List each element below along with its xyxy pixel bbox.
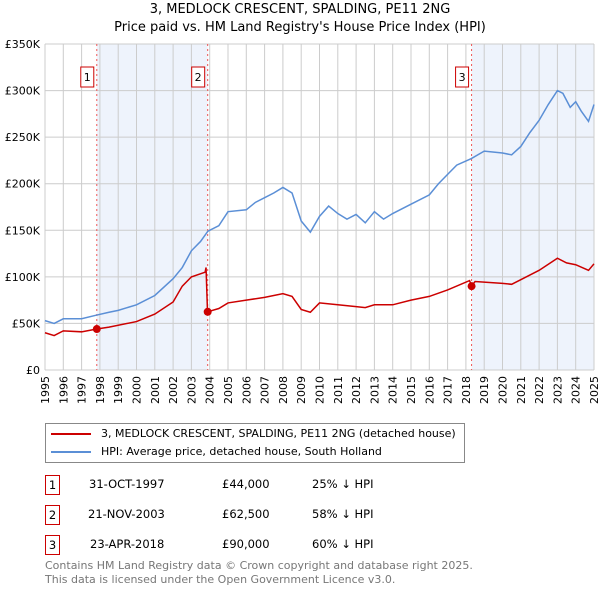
- y-tick-label: £100K: [5, 271, 41, 284]
- x-tick-label: 2005: [222, 376, 235, 404]
- sale-price: £90,000: [222, 537, 270, 551]
- y-tick-label: £350K: [5, 38, 41, 51]
- table-row: 1 31-OCT-1997 £44,000 25% ↓ HPI: [45, 475, 545, 495]
- x-tick-label: 2004: [204, 376, 217, 404]
- footer-copyright: Contains HM Land Registry data © Crown c…: [45, 559, 473, 572]
- table-row: 2 21-NOV-2003 £62,500 58% ↓ HPI: [45, 505, 545, 525]
- x-tick-label: 2021: [515, 376, 528, 404]
- x-tick-label: 2022: [533, 376, 546, 404]
- legend-swatch-red: [51, 433, 91, 435]
- legend-label: HPI: Average price, detached house, Sout…: [101, 445, 382, 458]
- x-tick-label: 1999: [112, 376, 125, 404]
- x-tick-label: 1998: [94, 376, 107, 404]
- table-row: 3 23-APR-2018 £90,000 60% ↓ HPI: [45, 535, 545, 555]
- sale-label-box: [191, 66, 206, 88]
- legend-label: 3, MEDLOCK CRESCENT, SPALDING, PE11 2NG …: [101, 427, 456, 440]
- y-tick-label: £150K: [5, 224, 41, 237]
- y-tick-label: £0: [26, 364, 40, 377]
- x-tick-label: 2023: [551, 376, 564, 404]
- legend: 3, MEDLOCK CRESCENT, SPALDING, PE11 2NG …: [45, 423, 465, 463]
- legend-item-property: 3, MEDLOCK CRESCENT, SPALDING, PE11 2NG …: [51, 425, 456, 443]
- sale-label: 1: [84, 71, 91, 84]
- x-tick-label: 2010: [314, 376, 327, 404]
- sale-label-box: [80, 66, 95, 88]
- x-tick-label: 2019: [478, 376, 491, 404]
- x-tick-label: 1997: [76, 376, 89, 404]
- x-tick-label: 2007: [259, 376, 272, 404]
- x-tick-label: 2003: [185, 376, 198, 404]
- footer-licence: This data is licensed under the Open Gov…: [45, 573, 396, 586]
- sale-price: £62,500: [222, 507, 270, 521]
- sale-point: [467, 282, 476, 291]
- plot-area: 1995 1996 1997 1998 1999 2000 2001 2002 2003 2004…: [5, 38, 600, 404]
- x-tick-label: 2017: [442, 376, 455, 404]
- sale-badge: 3: [45, 535, 60, 555]
- legend-item-hpi: HPI: Average price, detached house, Sout…: [51, 443, 456, 461]
- sale-badge: 1: [45, 475, 60, 495]
- y-tick-label: £200K: [5, 178, 41, 191]
- legend-swatch-blue: [51, 451, 91, 453]
- x-tick-label: 2006: [240, 376, 253, 404]
- sale-price: £44,000: [222, 477, 270, 491]
- chart-title: 3, MEDLOCK CRESCENT, SPALDING, PE11 2NG: [149, 2, 451, 17]
- x-tick-label: 1995: [39, 376, 52, 404]
- y-tick-label: £300K: [5, 85, 41, 98]
- sale-date: 23-APR-2018: [90, 537, 165, 551]
- sale-hpi-diff: 58% ↓ HPI: [312, 507, 374, 521]
- x-tick-label: 2025: [588, 376, 600, 404]
- series-line: [44, 257, 595, 337]
- sale-hpi-diff: 25% ↓ HPI: [312, 477, 374, 491]
- series-line: [44, 89, 595, 325]
- x-tick-label: 2001: [149, 376, 162, 404]
- sale-date: 21-NOV-2003: [88, 507, 165, 521]
- sale-label: 2: [195, 71, 202, 84]
- x-tick-label: 2018: [460, 376, 473, 404]
- sale-label-box: [455, 66, 470, 88]
- sale-point: [203, 307, 212, 316]
- x-tick-label: 2008: [277, 376, 290, 404]
- sale-label: 3: [459, 71, 466, 84]
- x-tick-label: 2002: [167, 376, 180, 404]
- x-tick-label: 2015: [405, 376, 418, 404]
- x-tick-label: 2011: [332, 376, 345, 404]
- x-tick-label: 2012: [350, 376, 363, 404]
- x-tick-label: 2009: [295, 376, 308, 404]
- sale-badge: 2: [45, 505, 60, 525]
- y-tick-label: £250K: [5, 131, 41, 144]
- sale-point: [92, 325, 101, 334]
- x-tick-label: 2013: [368, 376, 381, 404]
- sale-date: 31-OCT-1997: [89, 477, 165, 491]
- x-tick-label: 2020: [497, 376, 510, 404]
- x-tick-label: 2024: [570, 376, 583, 404]
- chart-subtitle: Price paid vs. HM Land Registry's House …: [114, 20, 486, 35]
- sale-hpi-diff: 60% ↓ HPI: [312, 537, 374, 551]
- x-tick-label: 2000: [131, 376, 144, 404]
- shaded-period: [471, 44, 594, 370]
- x-tick-label: 1996: [57, 376, 70, 404]
- x-tick-label: 2014: [387, 376, 400, 404]
- x-tick-label: 2016: [423, 376, 436, 404]
- y-tick-label: £50K: [12, 317, 41, 330]
